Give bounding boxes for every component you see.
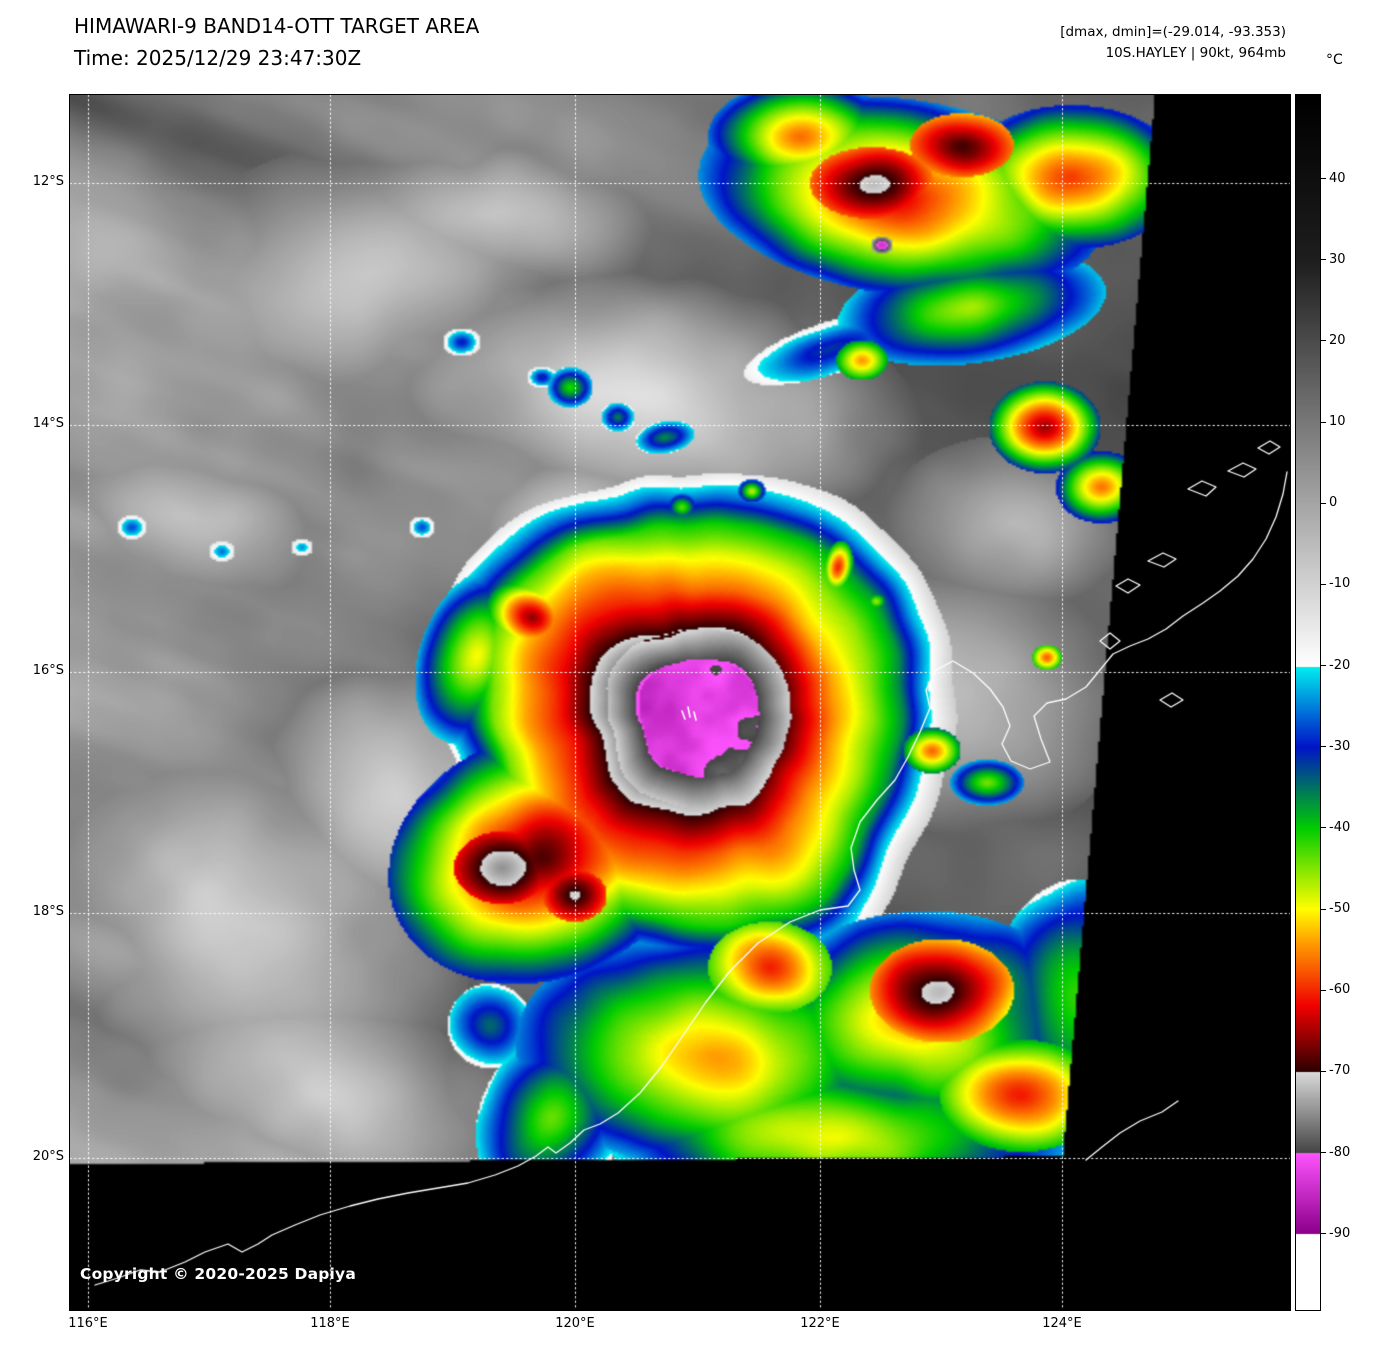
colorbar-tick-label: 40 [1329,170,1346,186]
lon-tick-label: 124°E [1042,1316,1082,1331]
satellite-image-canvas [70,95,1290,1310]
info-block: [dmax, dmin]=(-29.014, -93.353) 10S.HAYL… [1060,22,1286,64]
copyright: Copyright © 2020-2025 Dapiya [80,1265,357,1283]
colorbar-tick-mark [1321,583,1326,585]
lon-tick-label: 122°E [800,1316,840,1331]
colorbar-tick-mark [1321,1152,1326,1154]
lon-tick-label: 118°E [310,1316,350,1331]
colorbar-tick-label: -90 [1329,1225,1351,1241]
colorbar-tick-label: 0 [1329,495,1338,511]
figure-title: HIMAWARI-9 BAND14-OTT TARGET AREA [74,14,480,38]
colorbar-tick-label: -70 [1329,1063,1351,1079]
colorbar-tick-mark [1321,908,1326,910]
lon-tick-label: 116°E [68,1316,108,1331]
storm-info: 10S.HAYLEY | 90kt, 964mb [1105,45,1286,61]
lat-tick-label: 16°S [32,663,64,678]
dmax-dmin-readout: [dmax, dmin]=(-29.014, -93.353) [1060,24,1286,40]
colorbar-tick-mark [1321,421,1326,423]
colorbar-gradient-canvas [1296,95,1320,1310]
colorbar-tick-mark [1321,827,1326,829]
colorbar-tick-label: -60 [1329,982,1351,998]
colorbar-tick-label: -80 [1329,1144,1351,1160]
lat-tick-label: 18°S [32,904,64,919]
map-frame: Copyright © 2020-2025 Dapiya [69,94,1291,1311]
colorbar-tick-mark [1321,178,1326,180]
colorbar-tick-mark [1321,340,1326,342]
colorbar-tick-label: 30 [1329,251,1346,267]
colorbar-tick-label: -10 [1329,576,1351,592]
colorbar [1295,94,1321,1311]
colorbar-tick-mark [1321,665,1326,667]
colorbar-tick-label: 20 [1329,332,1346,348]
colorbar-tick-label: -40 [1329,819,1351,835]
colorbar-tick-label: 10 [1329,414,1346,430]
colorbar-tick-mark [1321,746,1326,748]
colorbar-tick-label: -30 [1329,738,1351,754]
colorbar-tick-mark [1321,989,1326,991]
colorbar-tick-mark [1321,1233,1326,1235]
figure-time: Time: 2025/12/29 23:47:30Z [74,46,362,70]
colorbar-tick-mark [1321,1070,1326,1072]
colorbar-unit-label: °C [1326,52,1343,68]
colorbar-tick-mark [1321,259,1326,261]
colorbar-tick-mark [1321,502,1326,504]
lat-tick-label: 20°S [32,1149,64,1164]
colorbar-tick-label: -50 [1329,901,1351,917]
lon-tick-label: 120°E [555,1316,595,1331]
colorbar-tick-label: -20 [1329,657,1351,673]
lat-tick-label: 14°S [32,416,64,431]
lat-tick-label: 12°S [32,174,64,189]
